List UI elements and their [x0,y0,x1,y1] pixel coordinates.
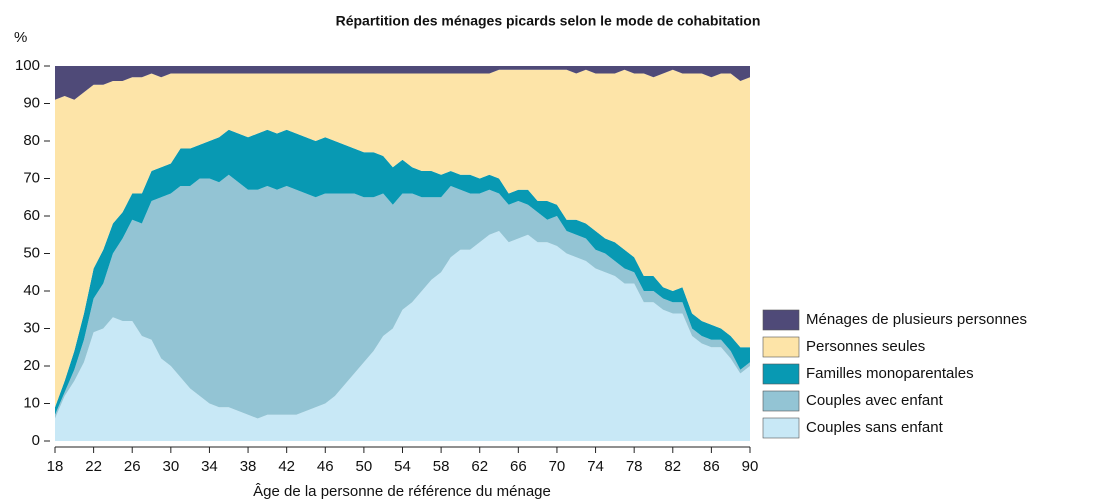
legend-swatch [762,309,800,331]
y-axis-label: % [14,29,27,46]
y-tick-label: 80 [23,132,40,149]
y-tick-label: 40 [23,282,40,299]
x-tick-label: 58 [433,458,450,475]
x-tick-label: 46 [317,458,334,475]
area [55,69,750,408]
y-tick-label: 50 [23,244,40,261]
chart-title: Répartition des ménages picards selon le… [336,13,761,29]
legend-swatch [762,336,800,358]
x-tick-label: 74 [587,458,604,475]
y-tick-label: 70 [23,169,40,186]
x-tick-label: 78 [626,458,643,475]
y-tick-label: 90 [23,94,40,111]
x-tick-label: 70 [549,458,566,475]
x-tick-label: 86 [703,458,720,475]
legend-swatch [762,417,800,439]
y-tick-label: 0 [32,432,40,449]
y-tick-label: 60 [23,207,40,224]
legend-label: Ménages de plusieurs personnes [806,311,1027,328]
y-tick-label: 30 [23,319,40,336]
legend-swatch [762,363,800,385]
x-tick-label: 18 [47,458,64,475]
area [55,129,750,415]
x-tick-label: 66 [510,458,527,475]
legend-label: Couples sans enfant [806,419,944,436]
x-tick-label: 30 [162,458,179,475]
x-tick-label: 38 [240,458,257,475]
x-tick-label: 22 [85,458,102,475]
x-axis-label: Âge de la personne de référence du ménag… [253,483,551,500]
legend-label: Familles monoparentales [806,365,974,382]
legend-swatch [762,390,800,412]
x-tick-label: 62 [471,458,488,475]
x-tick-label: 82 [664,458,681,475]
area [55,66,750,100]
y-tick-label: 100 [15,57,40,74]
x-tick-label: 26 [124,458,141,475]
legend-label: Couples avec enfant [806,392,944,409]
x-tick-label: 42 [278,458,295,475]
x-tick-label: 54 [394,458,411,475]
x-tick-label: 34 [201,458,218,475]
x-tick-label: 90 [742,458,759,475]
area [55,231,750,441]
area [55,174,750,419]
legend-label: Personnes seules [806,338,925,355]
x-tick-label: 50 [356,458,373,475]
y-tick-label: 10 [23,394,40,411]
y-tick-label: 20 [23,357,40,374]
